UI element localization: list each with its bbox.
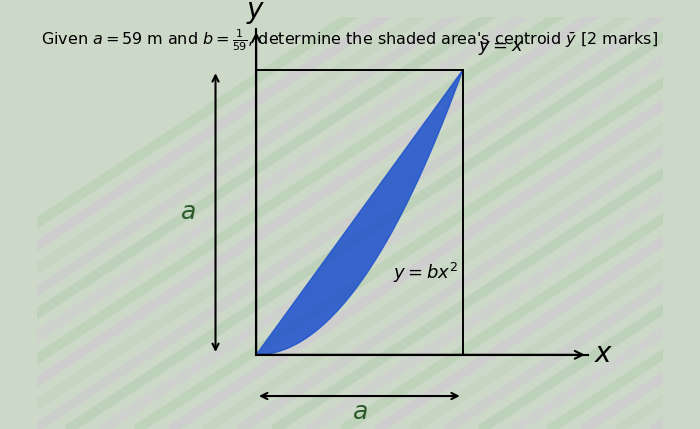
Text: $y = bx^2$: $y = bx^2$ (393, 261, 457, 285)
Text: Given $a = 59$ m and $b = \frac{1}{59}$, determine the shaded area's centroid $\: Given $a = 59$ m and $b = \frac{1}{59}$,… (41, 27, 659, 53)
Text: $y$: $y$ (246, 0, 266, 26)
Polygon shape (256, 70, 463, 355)
Text: $a$: $a$ (351, 401, 368, 424)
Text: $y = x$: $y = x$ (478, 39, 524, 57)
Text: $x$: $x$ (594, 341, 613, 369)
Text: $a$: $a$ (179, 201, 195, 224)
